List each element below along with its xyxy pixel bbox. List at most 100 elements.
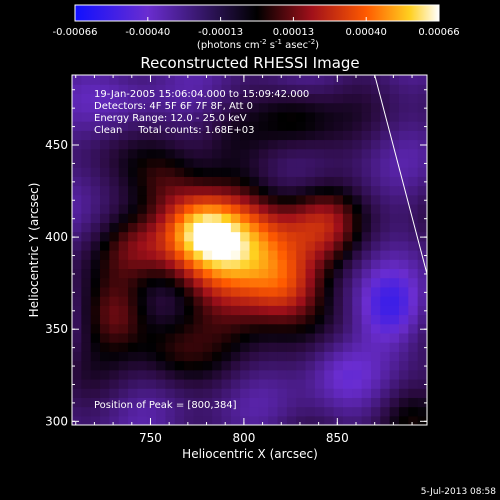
heatmap-cell [380, 378, 391, 389]
heatmap-cell [146, 342, 157, 352]
heatmap-cell [268, 397, 279, 408]
heatmap-cell [389, 213, 400, 223]
heatmap-cell [249, 167, 260, 177]
heatmap-cell [109, 176, 120, 187]
heatmap-cell [146, 250, 157, 260]
heatmap-cell [342, 231, 353, 242]
heatmap-cell [100, 369, 110, 380]
heatmap-cell [286, 203, 297, 214]
heatmap-cell [109, 194, 120, 205]
heatmap-cell [380, 259, 391, 270]
heatmap-cell [212, 93, 223, 104]
heatmap-cell [240, 388, 251, 398]
heatmap-cell [128, 360, 138, 371]
heatmap-cell [90, 121, 101, 131]
heatmap-cell [408, 351, 419, 362]
heatmap-cell [380, 121, 391, 131]
x-tick-label: 850 [326, 431, 349, 445]
heatmap-cell [258, 305, 269, 316]
heatmap-cell [361, 388, 372, 398]
heatmap-cell [100, 231, 110, 242]
heatmap-cell [333, 388, 344, 398]
heatmap-cell [221, 148, 232, 159]
heatmap-cell [258, 102, 269, 113]
heatmap-cell [370, 176, 381, 187]
heatmap-cell [118, 102, 129, 113]
heatmap-cell [258, 250, 269, 260]
heatmap-cell [361, 406, 372, 417]
heatmap-cell [361, 222, 372, 233]
heatmap-cell [240, 157, 251, 168]
heatmap-cell [81, 332, 92, 343]
heatmap-cell [118, 378, 129, 389]
heatmap-cell [370, 314, 381, 325]
heatmap-cell [240, 93, 251, 104]
heatmap-cell [72, 176, 82, 187]
heatmap-cell [398, 305, 409, 316]
heatmap-cell [202, 369, 213, 380]
heatmap-cell [305, 342, 316, 352]
heatmap-cell [174, 84, 185, 95]
heatmap-cell [352, 305, 363, 316]
heatmap-cell [352, 167, 363, 177]
heatmap-cell [398, 194, 409, 205]
heatmap-cell [286, 222, 297, 233]
heatmap-cell [240, 185, 251, 196]
heatmap-cell [100, 222, 110, 233]
heatmap-cell [72, 342, 82, 352]
heatmap-cell [109, 111, 120, 122]
heatmap-cell [202, 111, 213, 122]
heatmap-cell [184, 176, 195, 187]
heatmap-cell [249, 360, 260, 371]
heatmap-cell [389, 415, 400, 425]
heatmap-cell [184, 268, 195, 279]
heatmap-cell [165, 332, 176, 343]
heatmap-cell [72, 277, 82, 288]
heatmap-cell [370, 240, 381, 251]
heatmap-cell [193, 415, 204, 425]
heatmap-cell [417, 296, 427, 306]
heatmap-cell [352, 185, 363, 196]
heatmap-cell [408, 250, 419, 260]
heatmap-cell [389, 388, 400, 398]
heatmap-cell [277, 342, 288, 352]
heatmap-cell [137, 75, 148, 85]
heatmap-cell [286, 240, 297, 251]
heatmap-cell [118, 388, 129, 398]
x-axis-label: Heliocentric X (arcsec) [182, 447, 318, 461]
heatmap-cell [314, 305, 325, 316]
heatmap-cell [361, 360, 372, 371]
heatmap-cell [258, 185, 269, 196]
heatmap-cell [81, 176, 92, 187]
heatmap-cell [380, 406, 391, 417]
heatmap-cell [81, 130, 92, 141]
heatmap-cell [398, 148, 409, 159]
heatmap-cell [230, 369, 241, 380]
heatmap-cell [202, 314, 213, 325]
heatmap-cell [230, 231, 241, 242]
heatmap-cell [361, 84, 372, 95]
heatmap-cell [370, 406, 381, 417]
heatmap-cell [249, 369, 260, 380]
heatmap-cell [230, 286, 241, 297]
heatmap-cell [277, 213, 288, 223]
annotation-counts: Clean Total counts: 1.68E+03 [94, 125, 254, 136]
heatmap-cell [389, 259, 400, 270]
heatmap-cell [268, 277, 279, 288]
heatmap-cell [100, 296, 110, 306]
y-tick-label: 350 [45, 322, 68, 336]
heatmap-cell [184, 286, 195, 297]
heatmap-cell [258, 148, 269, 159]
heatmap-cell [314, 332, 325, 343]
heatmap-cell [258, 194, 269, 205]
heatmap-cell [258, 111, 269, 122]
heatmap-cell [408, 157, 419, 168]
heatmap-cell [352, 314, 363, 325]
heatmap-cell [240, 268, 251, 279]
heatmap-cell [128, 213, 138, 223]
heatmap-cell [296, 93, 307, 104]
heatmap-cell [417, 351, 427, 362]
heatmap-cell [342, 167, 353, 177]
heatmap-cell [156, 406, 167, 417]
heatmap-cell [137, 84, 148, 95]
